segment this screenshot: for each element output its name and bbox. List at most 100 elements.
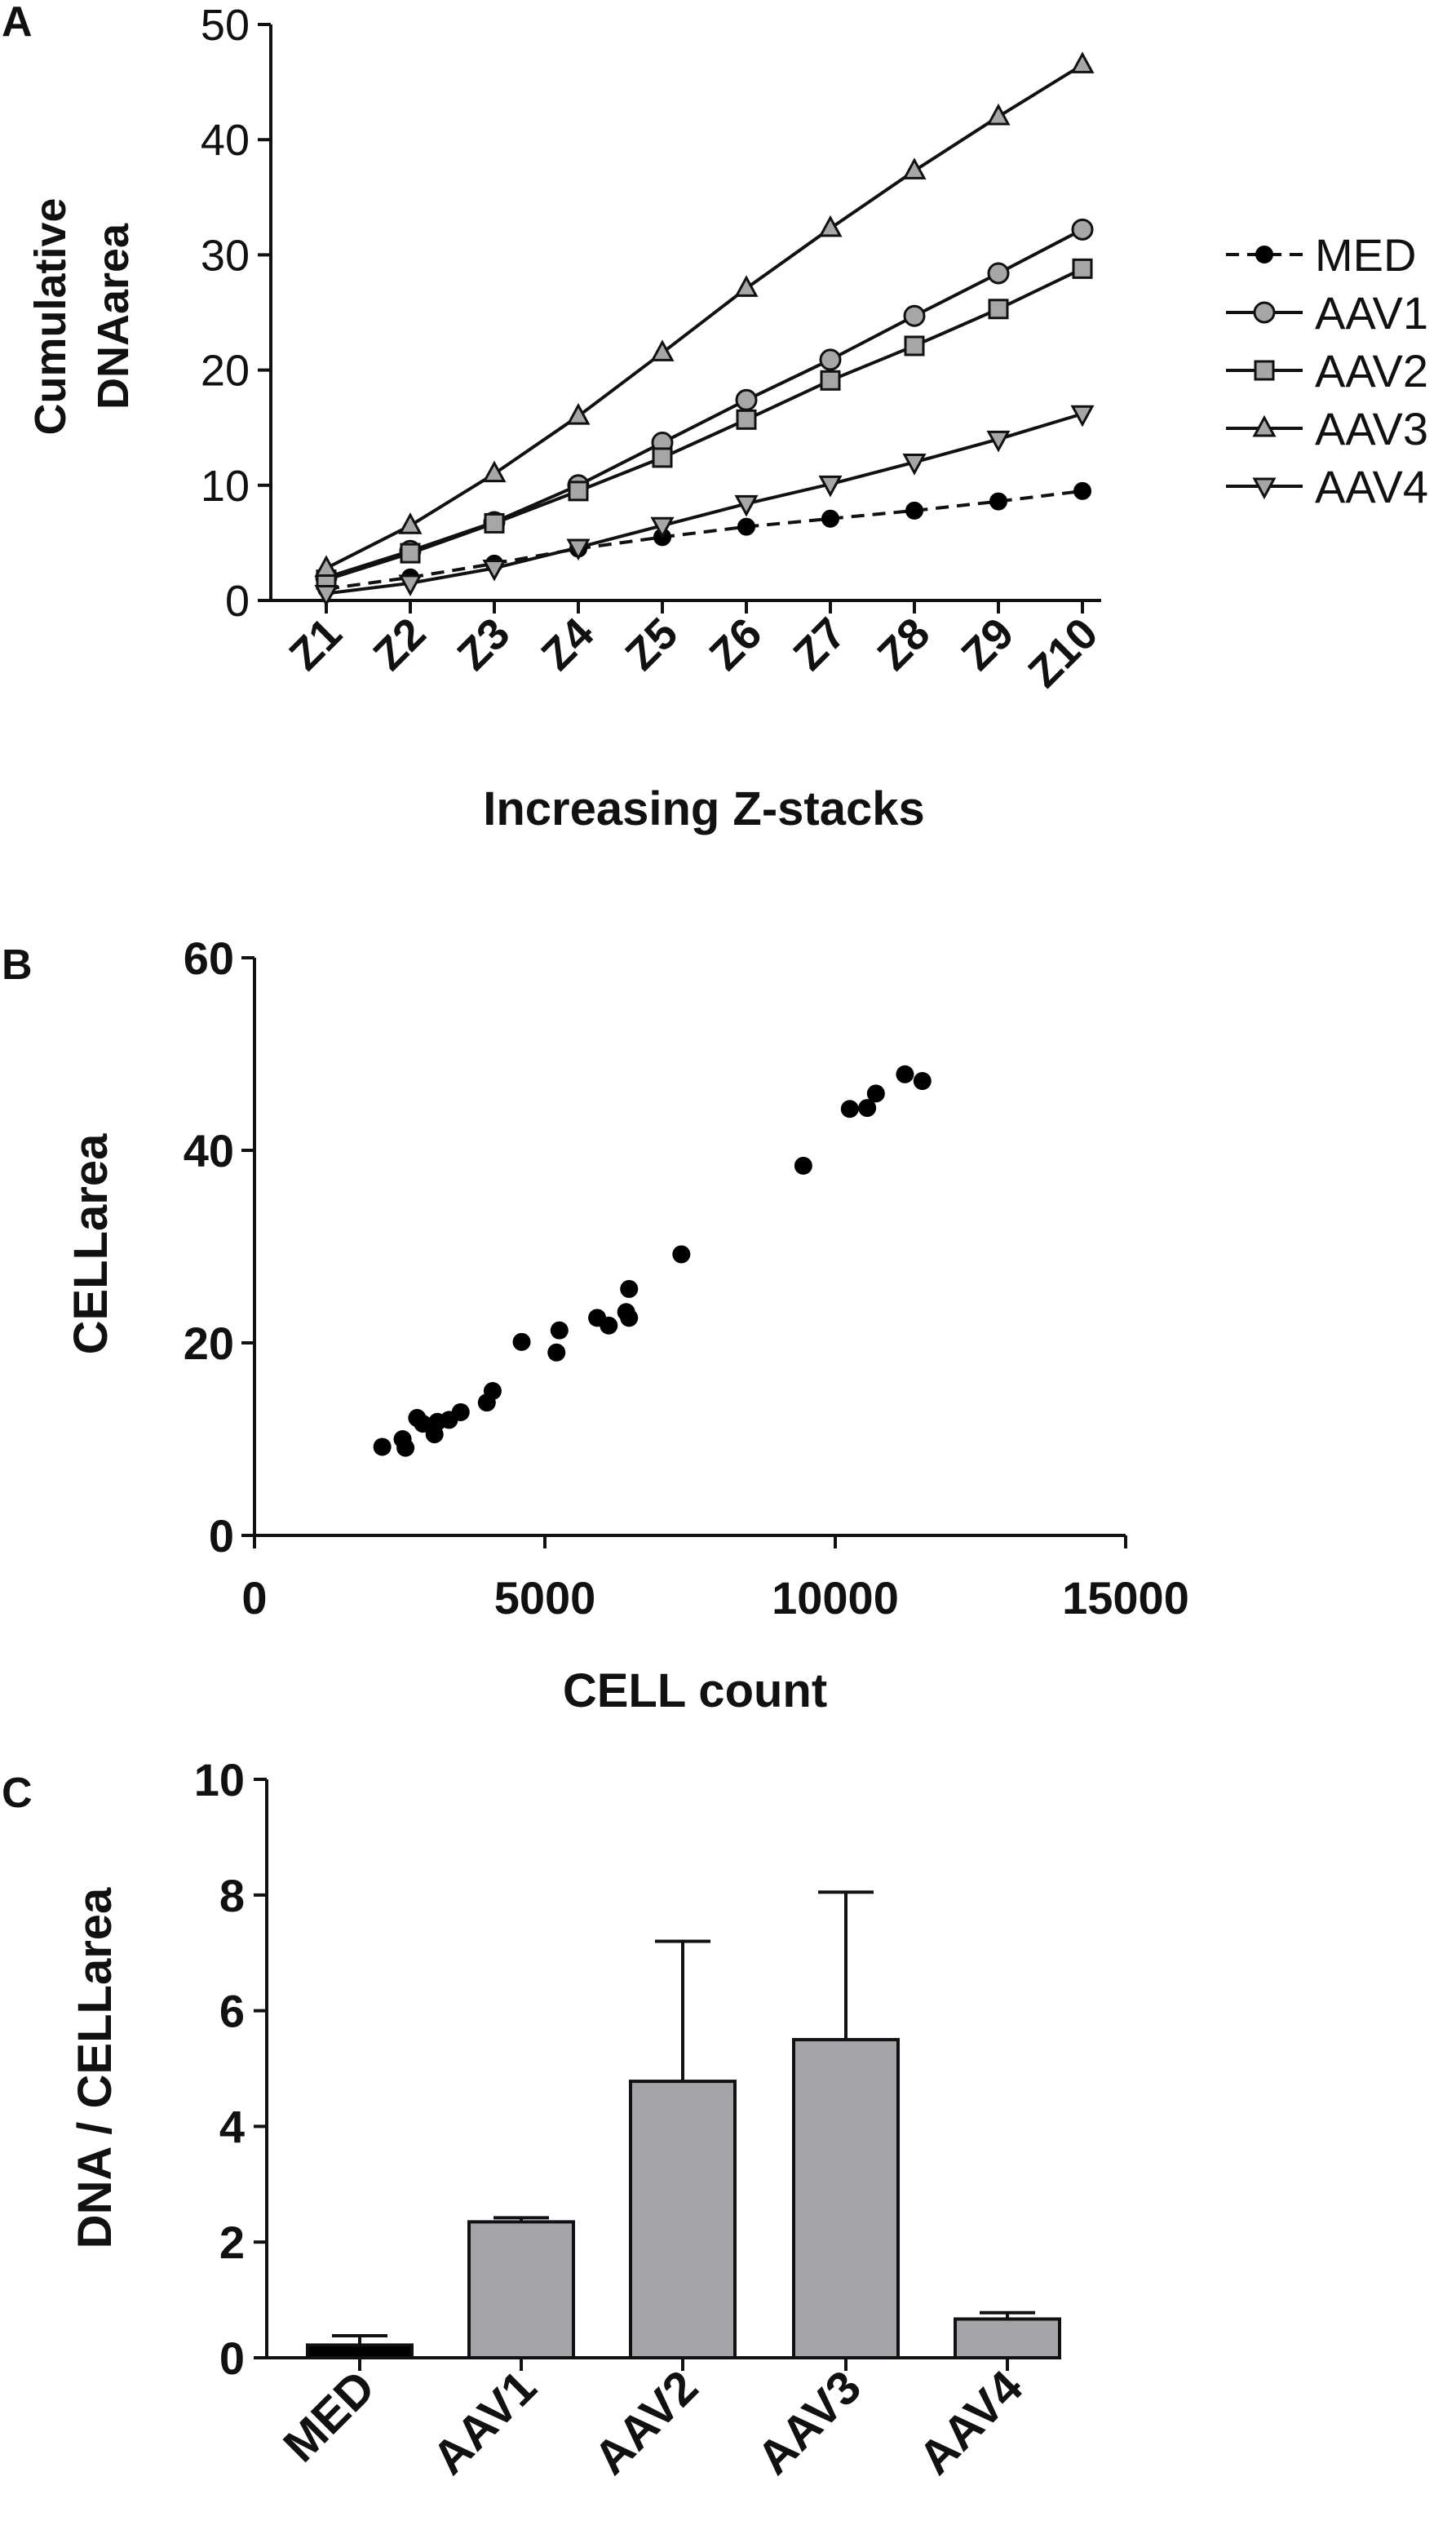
- chart-c-x-tick-label: MED: [273, 2360, 385, 2472]
- data-point-aav3: [734, 275, 759, 297]
- series-aav2: [316, 258, 1093, 591]
- chart-a-x-tick-label: Z6: [700, 609, 771, 680]
- chart-a-x-tick-label: Z10: [1019, 609, 1107, 697]
- data-point-aav4: [902, 454, 927, 476]
- chart-a-y-tick-label: 10: [201, 462, 250, 511]
- data-point-med: [1073, 481, 1091, 500]
- chart-b-x-tick-label: 15000: [1062, 1572, 1189, 1624]
- data-point-med: [821, 509, 839, 528]
- data-point-aav2: [400, 543, 421, 564]
- legend-item-aav2: AAV2: [1226, 345, 1428, 396]
- scatter-point: [550, 1321, 569, 1340]
- chart-a-y-tick-label: 40: [201, 116, 250, 165]
- data-point-aav2: [904, 335, 925, 357]
- chart-a-x-tick-label: Z3: [448, 609, 519, 680]
- series-line-aav1: [325, 228, 1083, 579]
- data-point-aav1: [735, 388, 758, 411]
- chart-c-y-tick-label: 10: [194, 1754, 245, 1805]
- legend-marker: [1252, 477, 1277, 500]
- data-point-aav4: [986, 430, 1011, 453]
- legend-item-aav1: AAV1: [1226, 287, 1428, 339]
- chart-c-y-tick-label: 2: [219, 2217, 245, 2268]
- bar-group-aav3: [792, 1890, 900, 2360]
- series-line-med: [325, 489, 1083, 591]
- chart-b-x-label: CELL count: [563, 1664, 827, 1717]
- data-point-aav2: [988, 299, 1009, 320]
- scatter-point: [866, 1084, 885, 1103]
- data-point-aav4: [482, 559, 507, 582]
- bar-chart-dna-per-cellarea: 0 2 4 6 8 10 MED AAV1 AAV2 AAV3 AAV4 DNA / CELLar…: [69, 1754, 1061, 2485]
- data-point-aav3: [650, 339, 675, 361]
- data-point-aav2: [652, 447, 673, 468]
- scatter-chart-cellarea: 0 20 40 60 0 5000 10000 15000 CELLarea CELL co…: [64, 933, 1189, 1717]
- data-point-aav3: [314, 555, 339, 577]
- legend-item-aav4: AAV4: [1226, 461, 1428, 512]
- data-point-aav1: [819, 348, 842, 371]
- chart-a-x-tick-label: Z7: [784, 609, 855, 680]
- chart-a-x-tick-label: Z9: [952, 609, 1023, 680]
- panel-b-letter: B: [2, 941, 33, 989]
- series-line-aav4: [325, 412, 1083, 596]
- chart-b-x-tick-label: 5000: [494, 1572, 596, 1624]
- scatter-point: [512, 1332, 531, 1351]
- chart-a-y-label-line2: DNAarea: [89, 223, 138, 410]
- data-point-med: [737, 517, 755, 536]
- chart-c-y-tick-label: 4: [219, 2101, 245, 2152]
- data-point-aav4: [314, 585, 339, 607]
- chart-a-x-tick-label: Z1: [280, 609, 351, 680]
- chart-a-y-label-line1: Cumulative: [26, 197, 75, 435]
- scatter-point: [451, 1402, 470, 1421]
- chart-c-y-tick-label: 6: [219, 1986, 245, 2037]
- legend-label: AAV4: [1315, 461, 1428, 512]
- data-point-aav1: [1071, 218, 1094, 241]
- data-point-aav3: [398, 512, 423, 534]
- chart-b-y-tick-label: 60: [184, 933, 234, 984]
- scatter-point: [373, 1438, 392, 1456]
- data-point-aav1: [903, 304, 926, 327]
- chart-a-x-label: Increasing Z-stacks: [483, 782, 925, 835]
- scatter-point: [483, 1382, 502, 1400]
- data-point-aav4: [734, 494, 759, 517]
- chart-c-x-tick-label: AAV2: [584, 2360, 708, 2484]
- chart-b-y-tick-label: 0: [209, 1510, 234, 1562]
- bar-aav4: [954, 2317, 1061, 2360]
- data-point-aav4: [566, 538, 591, 561]
- data-point-med: [905, 501, 923, 520]
- chart-c-x-tick-label: AAV1: [423, 2360, 547, 2484]
- chart-a-x-tick-label: Z5: [616, 609, 687, 680]
- series-line-aav2: [325, 267, 1083, 582]
- data-point-aav3: [986, 103, 1011, 126]
- bar-group-aav1: [467, 2216, 575, 2360]
- legend-marker: [1254, 360, 1275, 381]
- bar-group-med: [306, 2334, 414, 2360]
- data-point-aav3: [818, 215, 843, 237]
- chart-a-x-tick-label: Z4: [532, 609, 603, 680]
- data-point-aav3: [482, 460, 507, 483]
- chart-b-y-label: CELLarea: [64, 1133, 117, 1355]
- legend-item-aav3: AAV3: [1226, 403, 1428, 454]
- data-point-aav3: [566, 402, 591, 425]
- scatter-point: [913, 1072, 932, 1091]
- legend-label: AAV3: [1315, 403, 1428, 454]
- data-point-aav2: [1072, 258, 1093, 279]
- legend-marker: [1253, 301, 1276, 324]
- chart-a-x-tick-label: Z8: [868, 609, 939, 680]
- chart-b-y-tick-label: 40: [184, 1125, 234, 1176]
- data-point-med: [989, 492, 1007, 511]
- data-point-aav4: [398, 574, 423, 596]
- chart-b-y-tick-label: 20: [184, 1318, 234, 1369]
- legend-item-med: MED: [1226, 229, 1416, 281]
- chart-b-x-tick-label: 0: [241, 1572, 267, 1624]
- data-point-aav4: [1070, 405, 1095, 428]
- scatter-point: [794, 1156, 812, 1175]
- panel-a-letter: A: [2, 0, 33, 46]
- bar-aav3: [792, 2038, 900, 2360]
- data-point-aav3: [902, 157, 927, 179]
- series-aav4: [314, 405, 1095, 607]
- chart-a-y-tick-label: 0: [225, 577, 250, 626]
- chart-b-x-tick-label: 10000: [772, 1572, 899, 1624]
- scatter-point: [672, 1245, 691, 1264]
- legend-marker: [1255, 246, 1273, 264]
